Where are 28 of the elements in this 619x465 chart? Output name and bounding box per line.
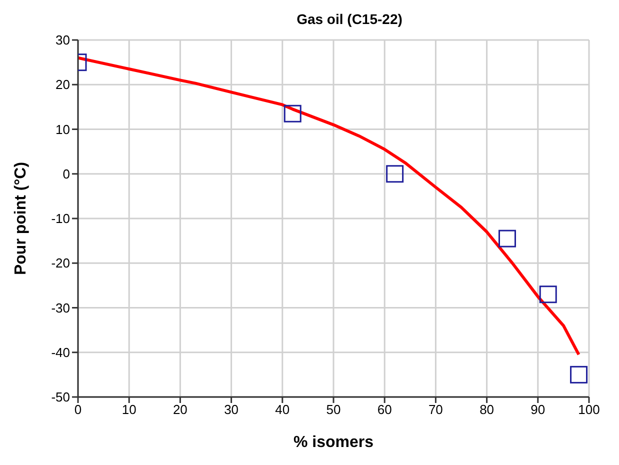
x-tick-label: 90 xyxy=(530,402,546,418)
x-tick-label: 30 xyxy=(224,402,239,418)
point xyxy=(386,165,404,183)
point xyxy=(539,286,557,304)
y-tick-label: -30 xyxy=(51,300,70,316)
point xyxy=(498,230,516,248)
y-tick-label: 10 xyxy=(56,122,70,137)
chart-title: Gas oil (C15-22) xyxy=(296,10,404,29)
y-tick-label: -20 xyxy=(51,256,70,271)
y-tick-label: -40 xyxy=(51,344,70,360)
y-tick-label: 30 xyxy=(56,32,70,48)
y-tick-label: 0 xyxy=(62,166,70,182)
x-tick-label: 100 xyxy=(578,402,600,418)
x-axis-title: % isomers xyxy=(293,434,374,451)
point xyxy=(284,104,302,122)
y-tick-label: 20 xyxy=(56,77,70,92)
x-tick-label: 80 xyxy=(480,402,494,418)
point xyxy=(570,366,588,384)
x-tick-label: 70 xyxy=(428,402,443,418)
y-axis-title: Pour point (°C) xyxy=(12,162,30,276)
y-tick-label: -50 xyxy=(51,390,70,405)
x-tick-label: 50 xyxy=(326,402,341,418)
x-tick-label: 40 xyxy=(275,402,290,418)
x-tick-label: 60 xyxy=(377,402,392,418)
x-tick-label: 10 xyxy=(122,402,136,418)
x-tick-label: 0 xyxy=(74,402,82,418)
y-tick-label: -10 xyxy=(51,211,70,226)
x-tick-label: 20 xyxy=(172,402,188,418)
